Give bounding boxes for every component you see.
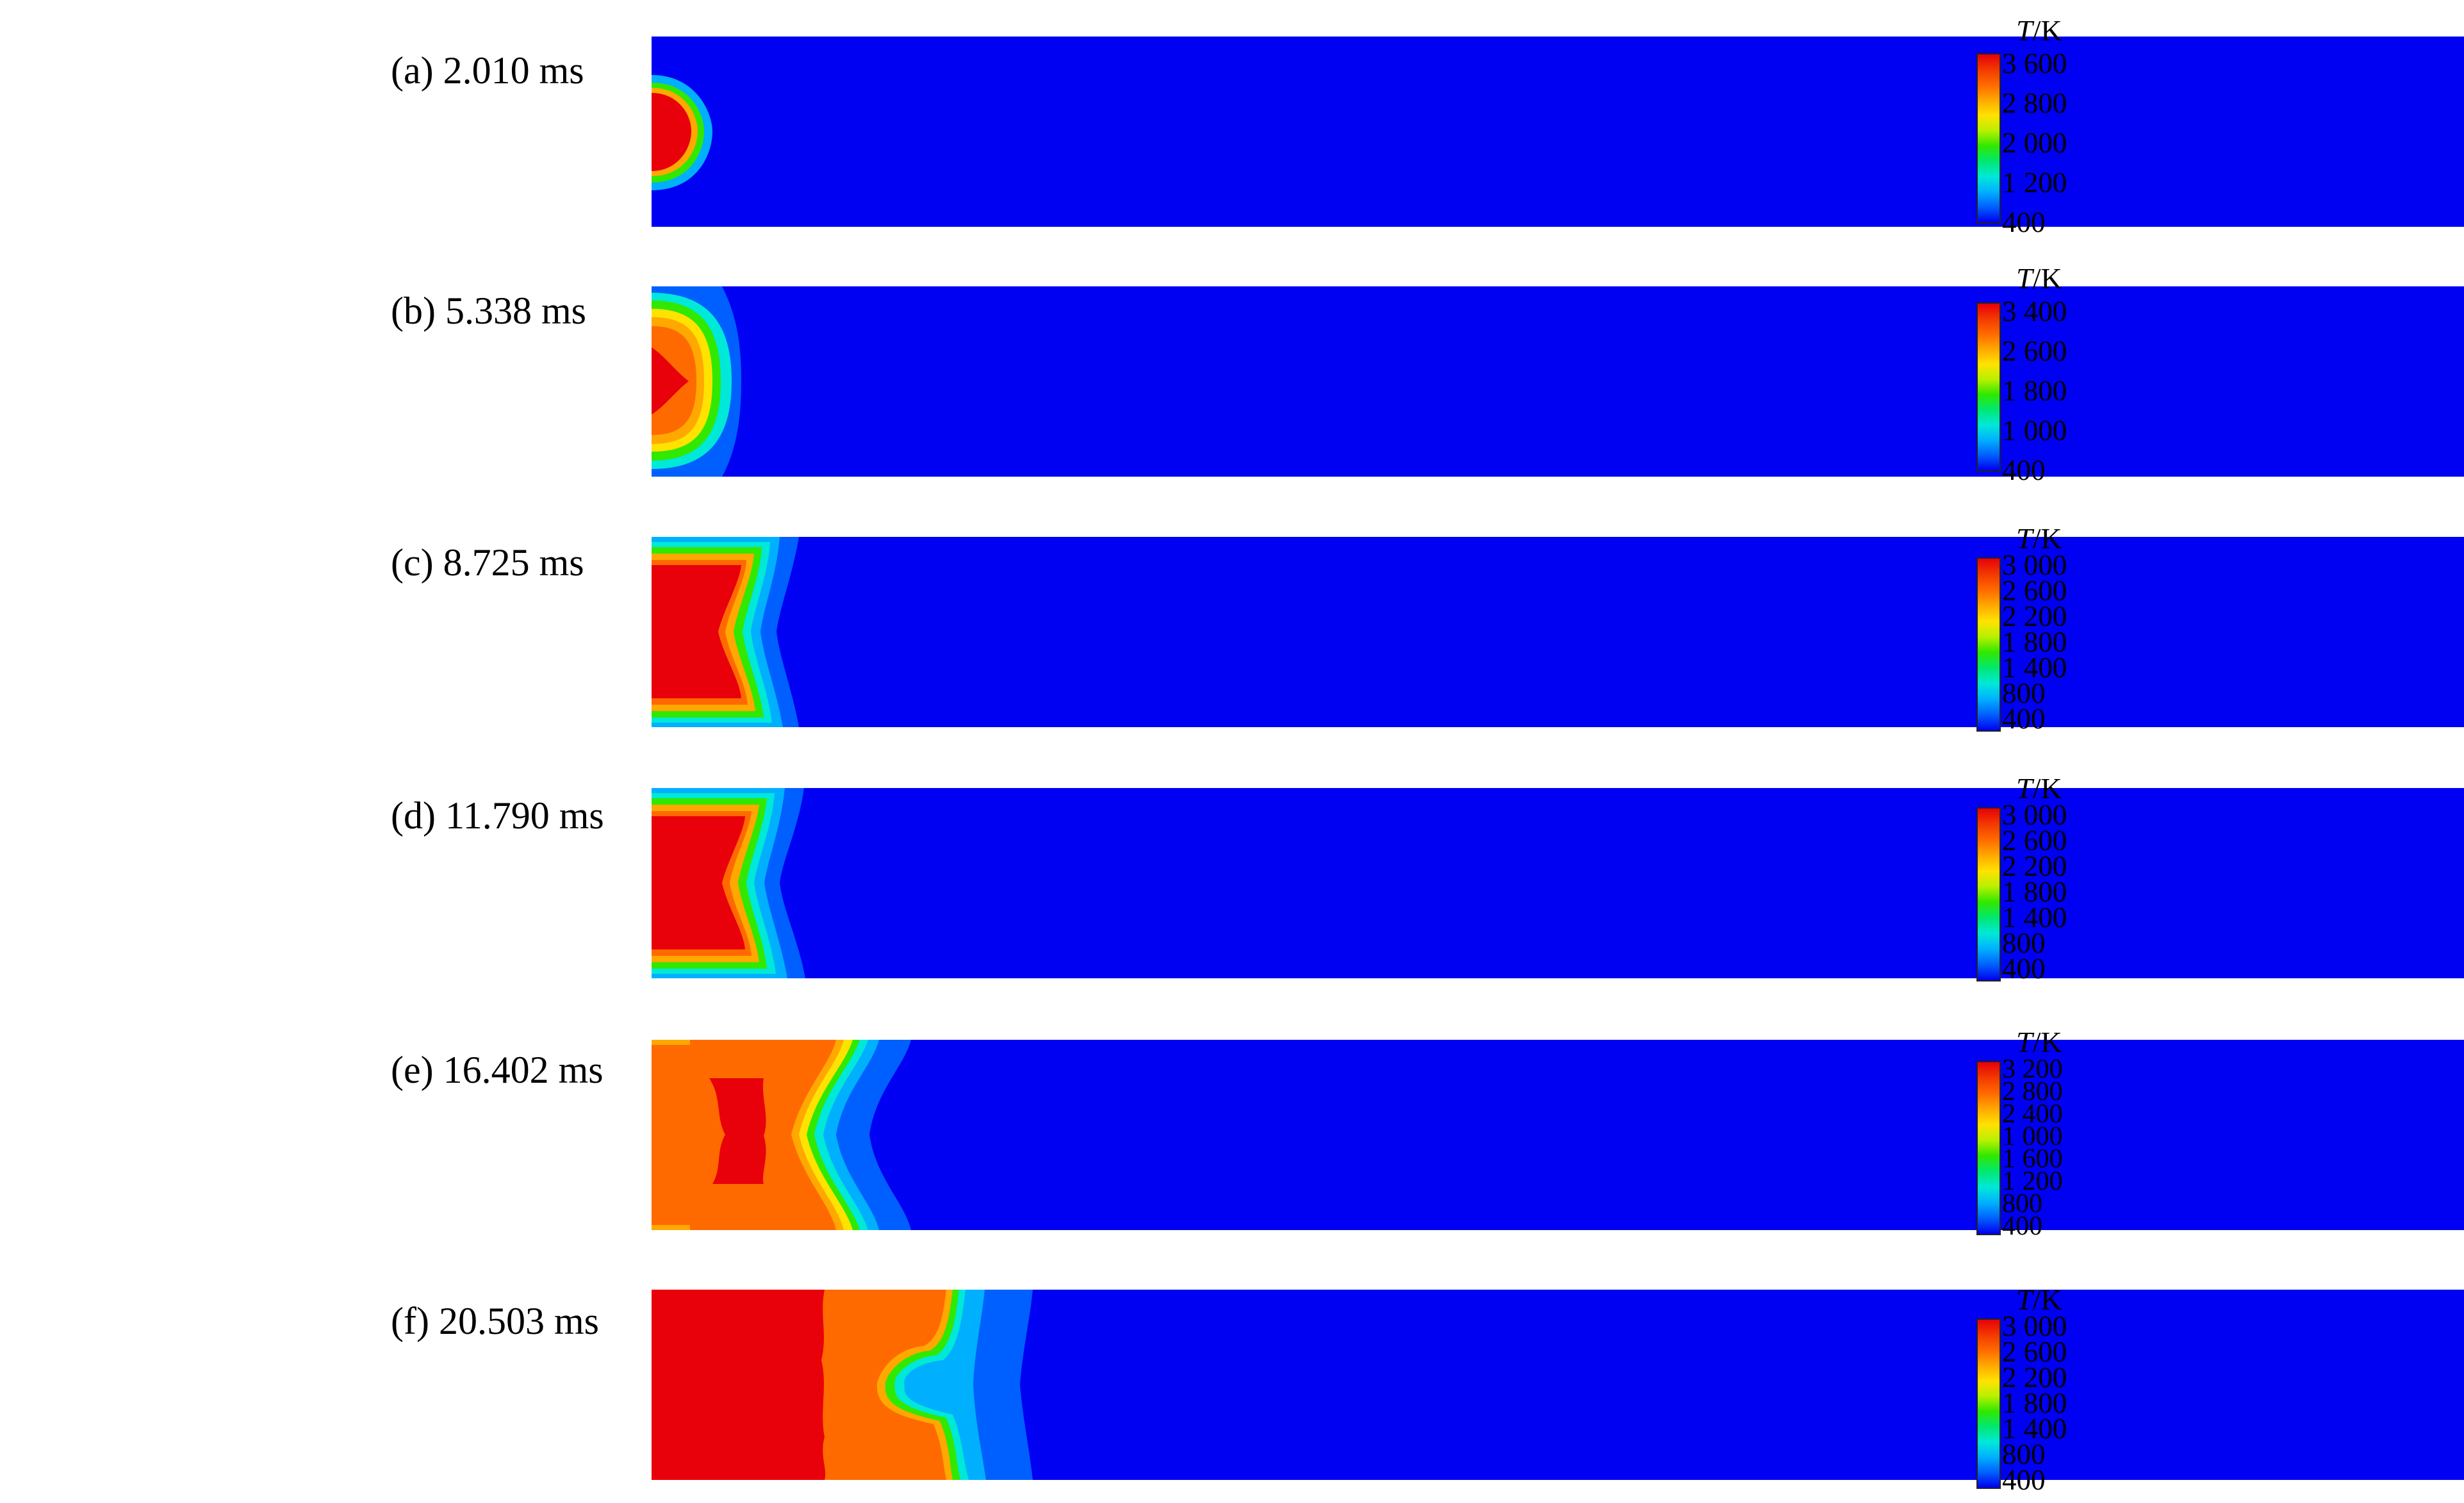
panel-c-time-label: (c) 8.725 ms [391, 541, 584, 584]
colorbar-tick: 1 800 [2002, 375, 2067, 407]
temperature-contour-b [652, 286, 2464, 477]
temperature-contour-d [652, 788, 2464, 978]
colorbar-tick: 2 000 [2002, 127, 2067, 159]
colorbar-tick: 400 [2002, 953, 2046, 985]
colorbar-tick: 3 600 [2002, 47, 2067, 79]
colorbar-tick: 3 200 [2002, 1055, 2063, 1084]
colorbar-tick: 3 000 [2002, 1310, 2067, 1342]
colorbar-tick: 800 [2002, 1189, 2042, 1219]
temperature-contour-f [652, 1290, 2464, 1480]
colorbar-tick: 3 400 [2002, 295, 2067, 327]
colorbar-tick: 800 [2002, 927, 2046, 959]
colorbar-c: T/K 3 000 2 600 2 200 1 800 1 400 800 40… [1976, 524, 2137, 742]
colorbar-f: T/K 3 000 2 600 2 200 1 800 1 400 800 40… [1976, 1285, 2137, 1503]
colorbar-tick: 1 400 [2002, 652, 2067, 684]
colorbar-gradient [1976, 1318, 2001, 1489]
colorbar-tick: 400 [2002, 703, 2046, 735]
colorbar-title: T/K [2016, 14, 2062, 47]
colorbar-tick: 400 [2002, 454, 2046, 486]
colorbar-e: T/K 3 200 2 800 2 400 1 000 1 600 1 200 … [1976, 1028, 2137, 1245]
colorbar-gradient [1976, 302, 2001, 472]
colorbar-tick: 1 200 [2002, 167, 2067, 199]
colorbar-tick: 2 200 [2002, 600, 2067, 632]
colorbar-tick: 3 000 [2002, 549, 2067, 581]
colorbar-title: T/K [2016, 522, 2062, 555]
colorbar-tick: 1 000 [2002, 415, 2067, 447]
temperature-contour-e [652, 1040, 2464, 1230]
colorbar-tick: 2 800 [2002, 87, 2067, 119]
colorbar-tick: 2 800 [2002, 1077, 2063, 1106]
panel-a-time-label: (a) 2.010 ms [391, 49, 584, 92]
colorbar-gradient [1976, 557, 2001, 732]
colorbar-tick: 400 [2002, 1211, 2042, 1241]
colorbar-gradient [1976, 53, 2001, 224]
colorbar-tick: 2 200 [2002, 1361, 2067, 1393]
colorbar-tick: 1 400 [2002, 1413, 2067, 1445]
colorbar-tick: 2 600 [2002, 1336, 2067, 1368]
colorbar-tick: 2 200 [2002, 850, 2067, 882]
colorbar-tick: 1 600 [2002, 1144, 2063, 1174]
colorbar-gradient [1976, 807, 2001, 981]
colorbar-title: T/K [2016, 772, 2062, 805]
colorbar-tick: 2 400 [2002, 1099, 2063, 1129]
colorbar-tick: 3 000 [2002, 799, 2067, 831]
colorbar-gradient [1976, 1061, 2001, 1235]
panel-f-time-label: (f) 20.503 ms [391, 1300, 599, 1342]
colorbar-tick: 1 000 [2002, 1122, 2063, 1151]
colorbar-tick: 1 400 [2002, 901, 2067, 933]
colorbar-tick: 400 [2002, 206, 2046, 238]
colorbar-tick: 1 800 [2002, 626, 2067, 658]
colorbar-tick: 2 600 [2002, 825, 2067, 857]
colorbar-tick: 800 [2002, 1438, 2046, 1470]
colorbar-d: T/K 3 000 2 600 2 200 1 800 1 400 800 40… [1976, 774, 2137, 992]
panel-e-time-label: (e) 16.402 ms [391, 1049, 604, 1091]
colorbar-title: T/K [2016, 1283, 2062, 1316]
temperature-contour-c [652, 537, 2464, 727]
colorbar-tick: 2 600 [2002, 335, 2067, 367]
colorbar-title: T/K [2016, 262, 2062, 295]
temperature-contour-a [652, 37, 2464, 227]
panel-b-time-label: (b) 5.338 ms [391, 290, 586, 332]
panel-d-time-label: (d) 11.790 ms [391, 794, 604, 837]
colorbar-title: T/K [2016, 1026, 2062, 1058]
colorbar-tick: 1 800 [2002, 876, 2067, 908]
colorbar-tick: 1 800 [2002, 1387, 2067, 1419]
colorbar-tick: 2 600 [2002, 575, 2067, 607]
colorbar-tick: 800 [2002, 677, 2046, 709]
colorbar-a: T/K 3 600 2 800 2 000 1 200 400 [1976, 14, 2137, 238]
colorbar-tick: 400 [2002, 1464, 2046, 1496]
colorbar-tick: 1 200 [2002, 1167, 2063, 1196]
colorbar-b: T/K 3 400 2 600 1 800 1 000 400 [1976, 262, 2137, 486]
